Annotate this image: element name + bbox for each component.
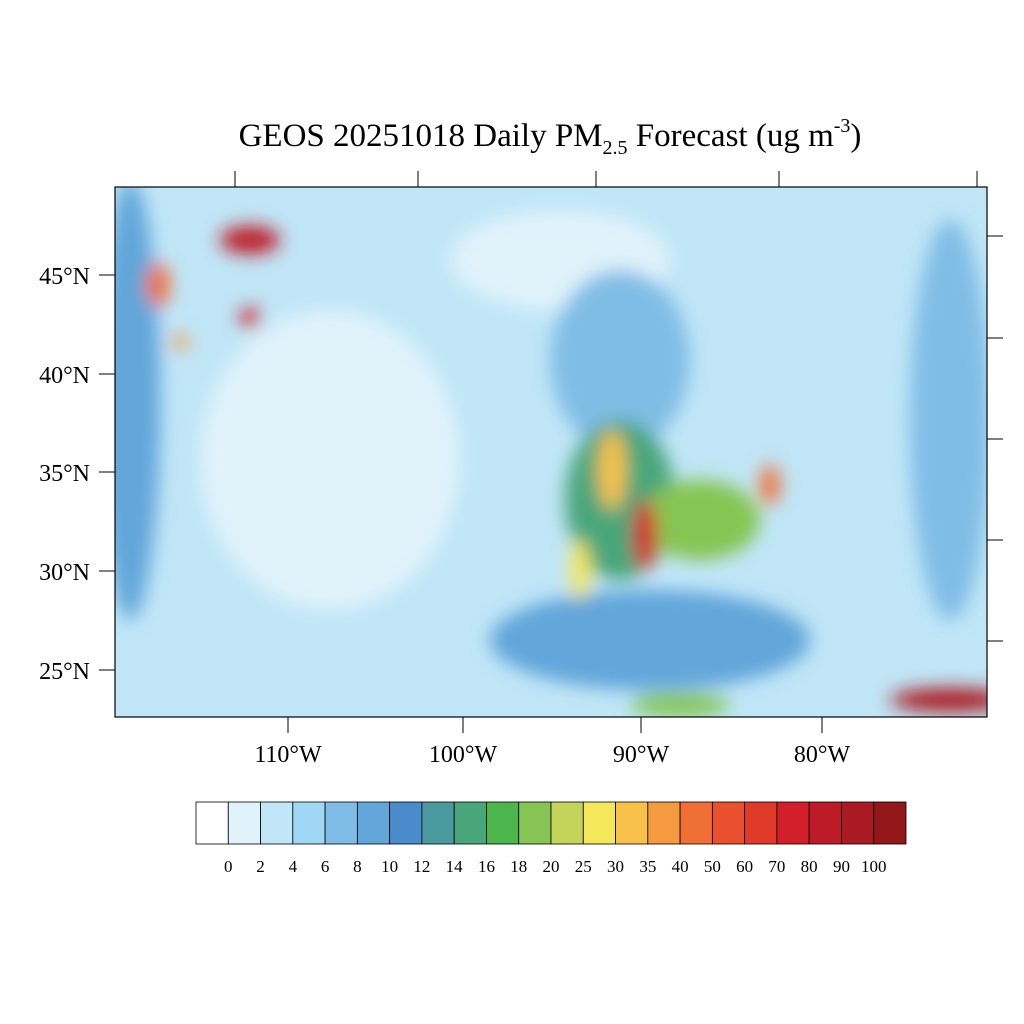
frame-ticks xyxy=(99,171,1003,733)
lon-label: 80°W xyxy=(794,742,851,768)
colorbar-box xyxy=(227,801,261,845)
colorbar-box xyxy=(195,801,229,845)
map-frame xyxy=(114,186,988,718)
title-rest: Forecast (ug m xyxy=(628,118,835,154)
colorbar-box xyxy=(808,801,842,845)
colorbar-box xyxy=(324,801,358,845)
colorbar-label: 8 xyxy=(353,857,362,876)
colorbar-box xyxy=(421,801,455,845)
colorbar-box xyxy=(711,801,746,845)
colorbar-box xyxy=(550,801,584,845)
colorbar-box xyxy=(292,801,326,845)
colorbar-label: 50 xyxy=(704,857,721,876)
title-sub: 2.5 xyxy=(603,137,628,159)
colorbar-label: 80 xyxy=(801,857,818,876)
colorbar-box xyxy=(647,801,681,845)
title-end: ) xyxy=(850,118,861,154)
colorbar-label: 90 xyxy=(833,857,850,876)
lon-label: 100°W xyxy=(429,742,498,768)
lat-label: 45°N xyxy=(39,264,90,290)
colorbar-label: 30 xyxy=(607,857,624,876)
colorbar-box xyxy=(486,801,520,845)
colorbar-label: 40 xyxy=(672,857,689,876)
colorbar-label: 10 xyxy=(381,857,398,876)
colorbar-box xyxy=(582,801,616,845)
colorbar-box xyxy=(453,801,487,845)
field-shading xyxy=(115,187,987,717)
lon-label: 90°W xyxy=(613,742,670,768)
lat-label: 40°N xyxy=(39,363,90,389)
lat-label: 25°N xyxy=(39,659,90,685)
colorbar-box xyxy=(776,801,810,845)
colorbar-box xyxy=(744,801,778,845)
colorbar-label: 0 xyxy=(224,857,233,876)
colorbar-label: 60 xyxy=(736,857,753,876)
colorbar-box xyxy=(260,801,294,845)
colorbar-box xyxy=(679,801,713,845)
colorbar-label: 100 xyxy=(861,857,887,876)
colorbar: 0 2 4 6 8 10 12 14 16 18 20 25 30 35 40 50 60 70 80 90 100 xyxy=(195,801,907,876)
lon-label: 110°W xyxy=(254,742,322,768)
colorbar-label: 20 xyxy=(543,857,560,876)
colorbar-box xyxy=(841,801,875,845)
colorbar-label: 18 xyxy=(510,857,527,876)
colorbar-label: 2 xyxy=(256,857,265,876)
colorbar-label: 12 xyxy=(413,857,430,876)
colorbar-label: 14 xyxy=(446,857,464,876)
colorbar-label: 35 xyxy=(639,857,656,876)
lat-label: 35°N xyxy=(39,461,90,487)
title-main: GEOS 20251018 Daily PM xyxy=(239,118,603,154)
colorbar-box xyxy=(518,801,552,845)
colorbar-label: 6 xyxy=(321,857,330,876)
colorbar-box xyxy=(873,801,907,845)
lat-label: 30°N xyxy=(39,560,90,586)
colorbar-label: 25 xyxy=(575,857,592,876)
map-field xyxy=(115,187,987,717)
colorbar-box xyxy=(615,801,649,845)
colorbar-label: 4 xyxy=(289,857,298,876)
colorbar-box xyxy=(389,801,423,845)
map-title: GEOS 20251018 Daily PM2.5 Forecast (ug m… xyxy=(239,115,862,159)
colorbar-label: 70 xyxy=(768,857,785,876)
colorbar-label: 16 xyxy=(478,857,495,876)
title-sup: -3 xyxy=(834,115,851,137)
colorbar-box xyxy=(356,801,391,845)
axis-labels: 45°N 40°N 35°N 30°N 25°N 110°W 100°W 90°W 80°W xyxy=(39,264,850,768)
